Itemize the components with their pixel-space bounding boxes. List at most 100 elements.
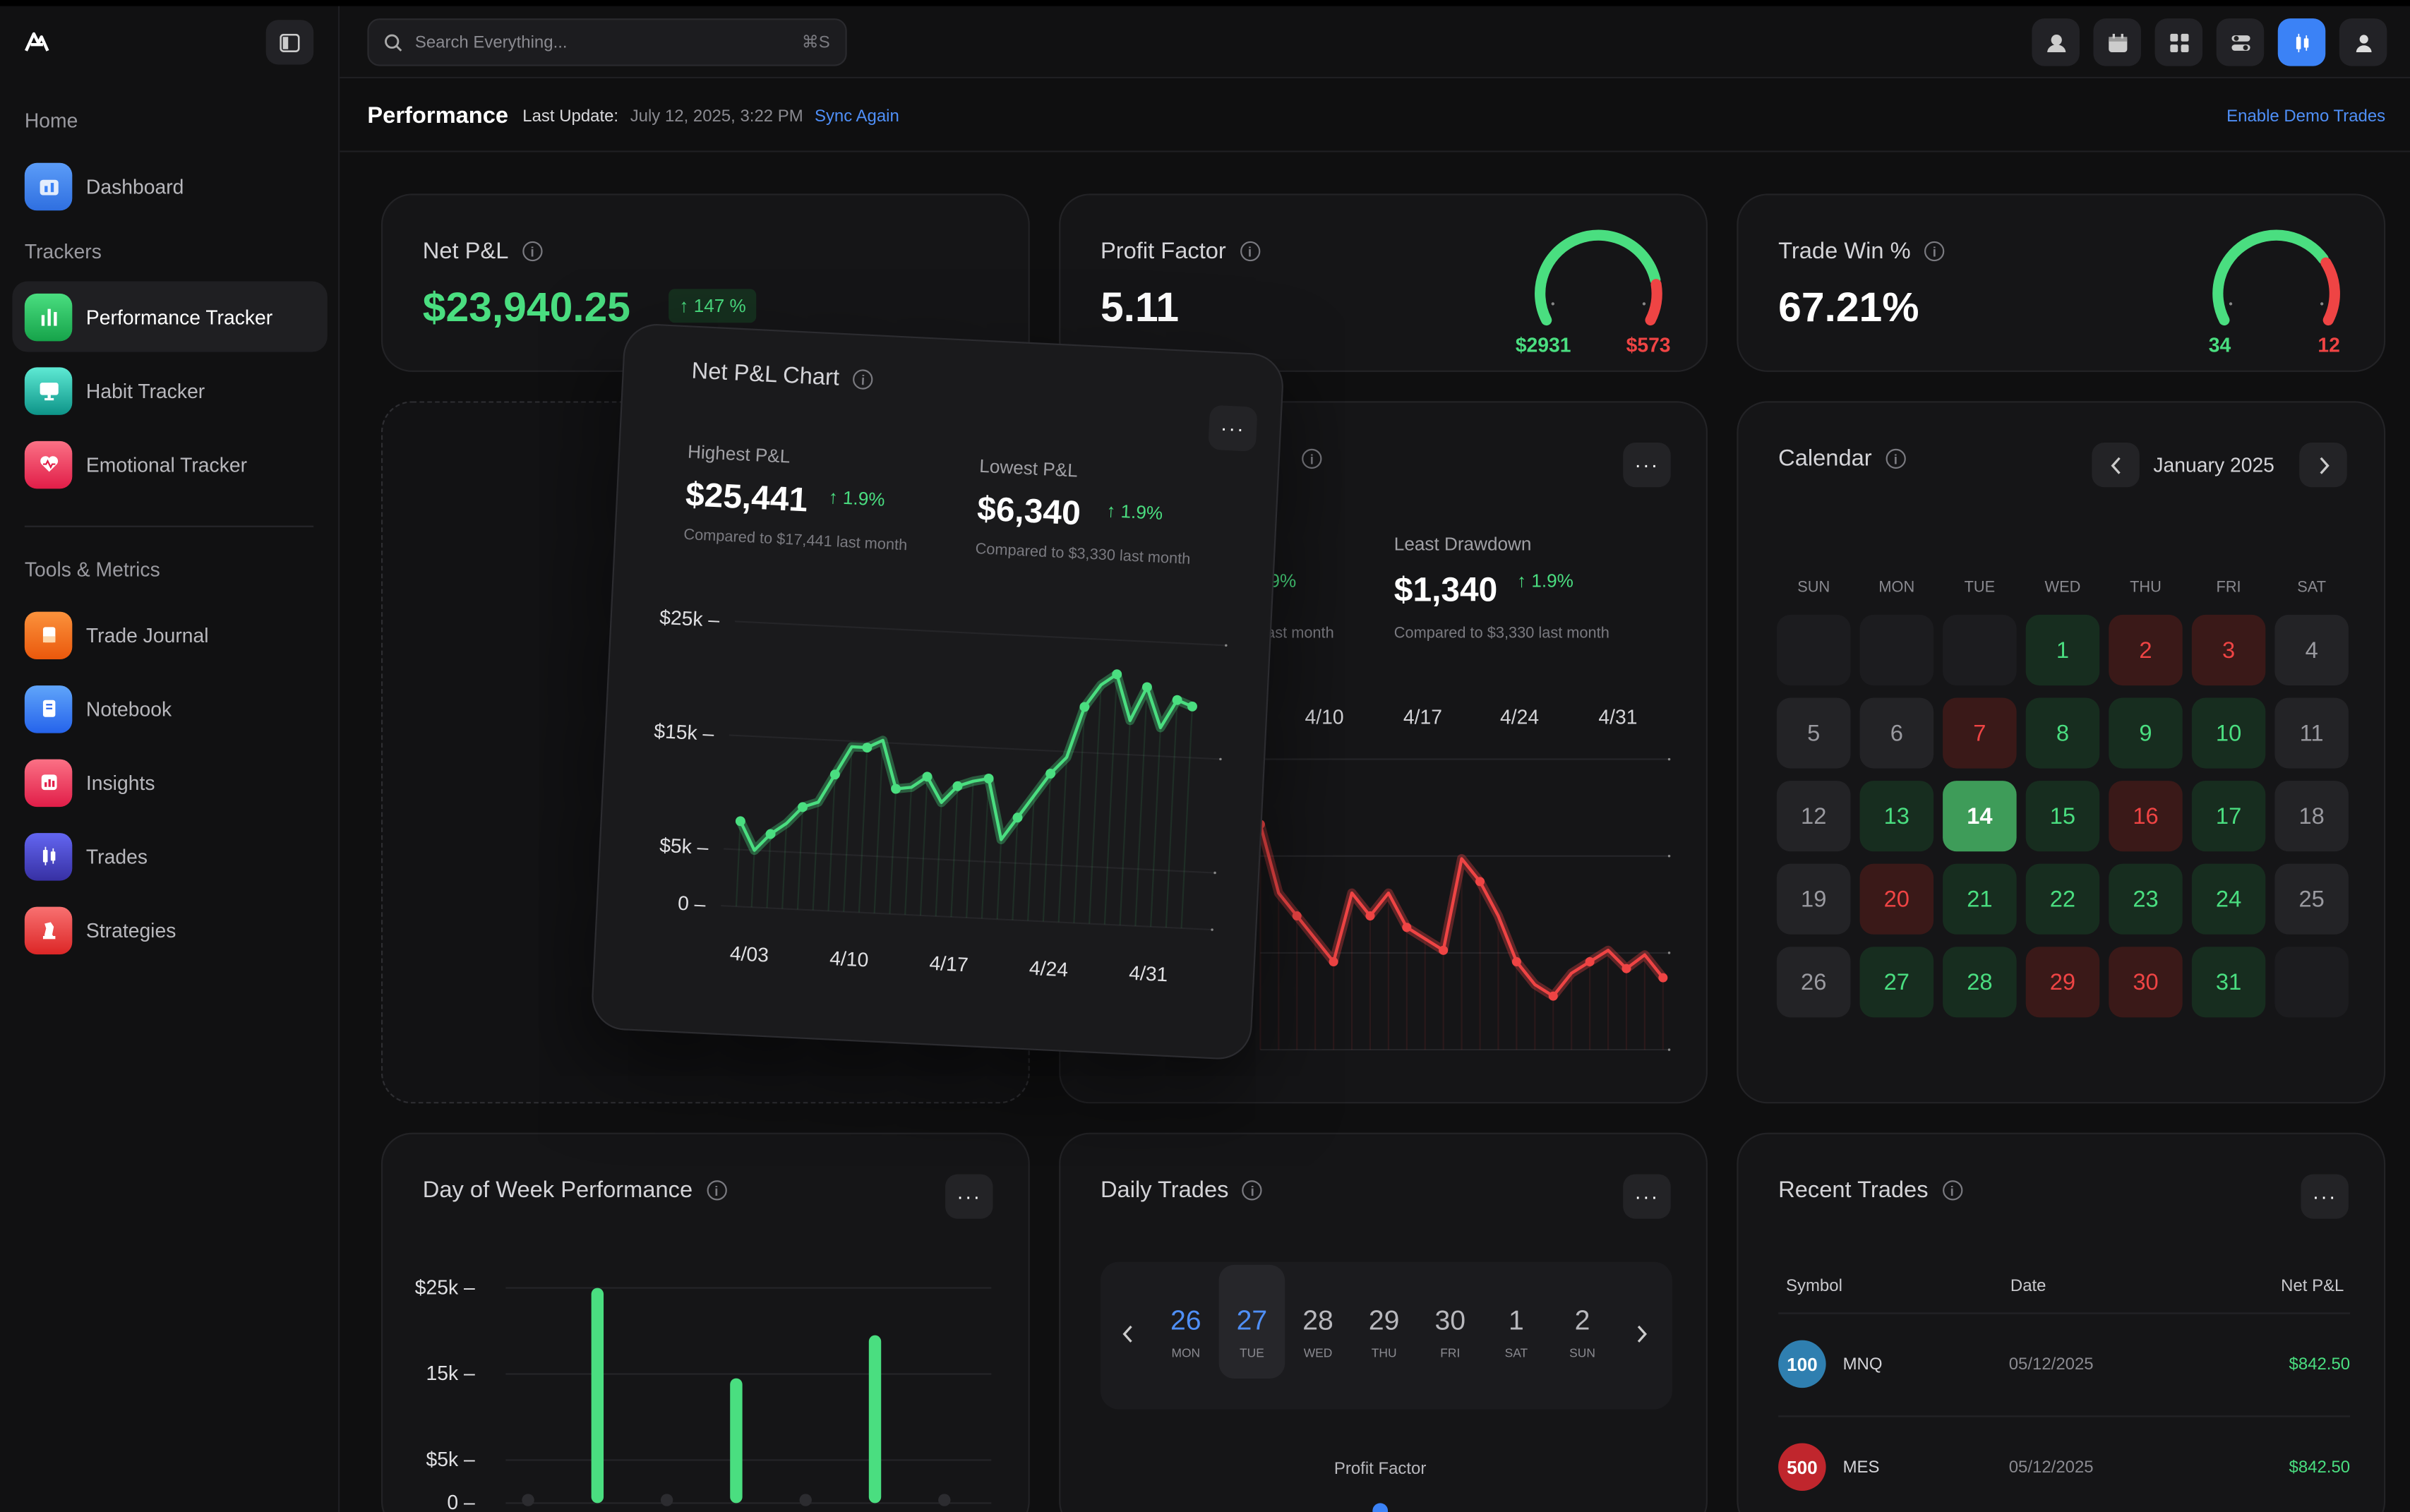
card-title-text: Net P&L [422,238,509,265]
date-strip-day[interactable]: 28 WED [1285,1265,1351,1379]
date-strip-day[interactable]: 29 THU [1351,1265,1417,1379]
drop-line [1180,706,1194,929]
widgets-button[interactable] [2154,18,2203,66]
sidebar-item-trades[interactable]: Trades [12,821,327,892]
sidebar-toggle-button[interactable] [265,20,314,65]
info-icon[interactable]: i [1942,1180,1962,1201]
chess-icon [24,906,73,954]
partial-compare: ast month [1266,625,1334,643]
data-point [1511,956,1521,966]
chevron-left-icon[interactable] [1122,1325,1134,1343]
calendar-day-7[interactable]: 7 [1943,697,2017,769]
trade-win-gauge [2212,229,2340,326]
calendar-day-17[interactable]: 17 [2191,781,2266,852]
profile-avatar-button[interactable] [2032,18,2080,66]
calendar-next-button[interactable] [2299,443,2347,488]
calendar-day-9[interactable]: 9 [2109,697,2183,769]
calendar-prev-button[interactable] [2092,443,2140,488]
calendar-day-2[interactable]: 2 [2109,614,2183,686]
info-icon[interactable]: i [1302,448,1322,469]
calendar-day-1[interactable]: 1 [2025,614,2100,686]
info-icon[interactable]: i [1242,1180,1263,1201]
more-options-button[interactable]: ··· [1623,443,1671,488]
account-button[interactable] [2339,18,2387,66]
sidebar-item-trade-journal[interactable]: Trade Journal [12,599,327,670]
calendar-day-20[interactable]: 20 [1859,863,1934,935]
net-pnl-title: Net P&L i [423,238,543,264]
calendar-day-24[interactable]: 24 [2191,863,2266,935]
sidebar-item-performance-tracker[interactable]: Performance Tracker [12,281,328,352]
more-options-button[interactable]: ··· [1623,1174,1671,1219]
x-tick-label: 4/03 [729,942,769,966]
date-strip-day[interactable]: 27 TUE [1218,1264,1285,1379]
day-weekday: FRI [1440,1346,1461,1360]
calendar-day-28[interactable]: 28 [1943,947,2017,1018]
date-strip-day[interactable]: 26 MON [1153,1265,1219,1379]
sidebar-item-emotional-tracker[interactable]: Emotional Tracker [12,428,327,499]
calendar-button[interactable] [2093,18,2141,66]
calendar-day-23[interactable]: 23 [2109,863,2183,935]
chevron-right-icon[interactable] [1636,1325,1648,1343]
calendar-day-27[interactable]: 27 [1859,947,1934,1018]
net-pnl-chart-card-dragging[interactable]: Net P&L Chart i ··· Highest P&L $25,441 ↑… [590,322,1285,1061]
bar-empty-marker [660,1494,673,1506]
toggles-button[interactable] [2216,18,2265,66]
calendar-day-12[interactable]: 12 [1776,781,1851,852]
date-strip-day[interactable]: 1 SAT [1483,1265,1549,1379]
data-point [1292,911,1302,921]
calendar-day-18[interactable]: 18 [2274,781,2349,852]
drop-line [904,787,913,915]
calendar-day-30[interactable]: 30 [2109,947,2183,1018]
data-point [1187,701,1197,712]
info-icon[interactable]: i [1240,241,1260,262]
sidebar-item-dashboard[interactable]: Dashboard [12,150,327,221]
table-row[interactable]: 100 MNQ 05/12/2025 $842.50 [1778,1312,2351,1414]
calendar-day-5[interactable]: 5 [1776,697,1851,769]
sidebar-item-strategies[interactable]: Strategies [12,894,327,965]
y-tick-label: 0 – [677,892,706,916]
calendar-day-8[interactable]: 8 [2025,697,2100,769]
calendar-day-16[interactable]: 16 [2109,781,2183,852]
calendar-day-29[interactable]: 29 [2025,947,2100,1018]
calendar-day-21[interactable]: 21 [1943,863,2017,935]
bar [591,1288,604,1504]
calendar-day-10[interactable]: 10 [2191,697,2266,769]
calendar-day-13[interactable]: 13 [1859,781,1934,852]
drop-line [919,776,928,916]
grid-line [734,620,1226,647]
sync-again-link[interactable]: Sync Again [814,107,899,126]
info-icon[interactable]: i [706,1180,727,1201]
info-icon[interactable]: i [1924,241,1945,262]
trades-view-button[interactable] [2277,18,2326,66]
calendar-day-15[interactable]: 15 [2025,781,2100,852]
enable-demo-trades-link[interactable]: Enable Demo Trades [2226,107,2386,126]
search-input[interactable] [414,32,769,52]
calendar-day-4[interactable]: 4 [2274,614,2349,686]
calendar-day-3[interactable]: 3 [2191,614,2266,686]
calendar-day-19[interactable]: 19 [1776,863,1851,935]
info-icon[interactable]: i [1886,448,1906,469]
date-strip-day[interactable]: 30 FRI [1417,1265,1483,1379]
calendar-day-26[interactable]: 26 [1776,947,1851,1018]
more-options-button[interactable]: ··· [945,1174,993,1219]
date-strip-day[interactable]: 2 SUN [1549,1265,1616,1379]
more-options-button[interactable]: ··· [2301,1174,2349,1219]
table-row[interactable]: 500 MES 05/12/2025 $842.50 [1778,1415,2351,1512]
trade-pnl: $842.50 [2289,1355,2351,1374]
calendar-day-6[interactable]: 6 [1859,697,1934,769]
search-bar[interactable]: ⌘S [367,18,847,66]
day-number: 2 [1574,1304,1590,1336]
calendar-day-31[interactable]: 31 [2191,947,2266,1018]
search-shortcut: ⌘S [801,33,830,53]
sidebar-item-insights[interactable]: Insights [12,747,327,817]
calendar-day-14[interactable]: 14 [1943,781,2017,852]
logo-icon[interactable] [25,31,49,52]
toggle-icon [2231,34,2250,50]
info-icon[interactable]: i [522,241,543,262]
calendar-day-25[interactable]: 25 [2274,863,2349,935]
calendar-day-22[interactable]: 22 [2025,863,2100,935]
sidebar-item-habit-tracker[interactable]: Habit Tracker [12,355,327,426]
sidebar-item-notebook[interactable]: Notebook [12,673,327,744]
calendar-day-11[interactable]: 11 [2274,697,2349,769]
gauge-right-label: 12 [2318,333,2340,357]
